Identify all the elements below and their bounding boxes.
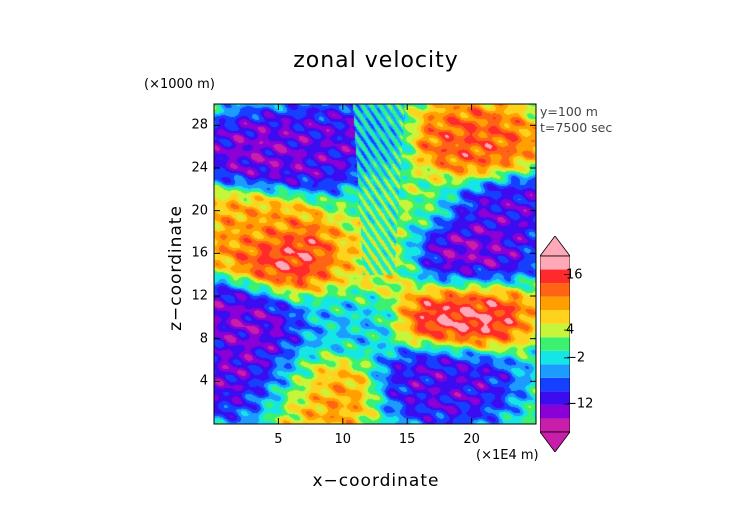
- colorbar-segment: [540, 418, 570, 432]
- chart-title: zonal velocity: [293, 48, 459, 73]
- x-axis-label: x−coordinate: [312, 471, 440, 491]
- colorbar: [540, 236, 570, 452]
- x-tick-label: 15: [398, 432, 416, 447]
- colorbar-segment: [540, 404, 570, 419]
- annotation-y-position: y=100 m: [540, 104, 598, 119]
- colorbar-segment: [540, 350, 570, 365]
- colorbar-segment: [540, 296, 570, 311]
- y-tick-label: 4: [199, 373, 208, 389]
- y-axis-multiplier: (×1000 m): [144, 77, 215, 92]
- colorbar-segment: [540, 377, 570, 392]
- colorbar-segment: [540, 364, 570, 378]
- colorbar-segment: [540, 323, 570, 338]
- heatmap-plot-area: [214, 104, 536, 424]
- y-tick-label: 12: [191, 288, 208, 304]
- x-axis-multiplier: (×1E4 m): [476, 448, 539, 463]
- y-tick-label: 20: [191, 203, 208, 219]
- y-tick-label: 16: [191, 245, 208, 261]
- colorbar-bottom-extension: [540, 431, 570, 452]
- x-tick-label: 20: [463, 432, 480, 447]
- y-tick-label: 28: [191, 117, 208, 133]
- annotation-time: t=7500 sec: [540, 120, 613, 135]
- colorbar-segment: [540, 283, 570, 297]
- y-tick-label: 8: [199, 331, 208, 347]
- x-tick-label: 10: [334, 432, 352, 447]
- colorbar-top-extension: [540, 236, 570, 257]
- colorbar-tick-label: −12: [566, 396, 594, 412]
- x-tick-label: 5: [274, 432, 283, 447]
- y-axis-label: z−coordinate: [166, 205, 186, 331]
- colorbar-segment: [540, 256, 570, 270]
- colorbar-tick-label: −2: [566, 350, 586, 366]
- colorbar-segment: [540, 337, 570, 351]
- colorbar-tick-label: 4: [566, 322, 575, 338]
- colorbar-tick-label: 16: [566, 267, 583, 283]
- colorbar-segment: [540, 310, 570, 324]
- y-tick-label: 24: [191, 160, 208, 176]
- colorbar-segment: [540, 269, 570, 284]
- colorbar-segment: [540, 391, 570, 405]
